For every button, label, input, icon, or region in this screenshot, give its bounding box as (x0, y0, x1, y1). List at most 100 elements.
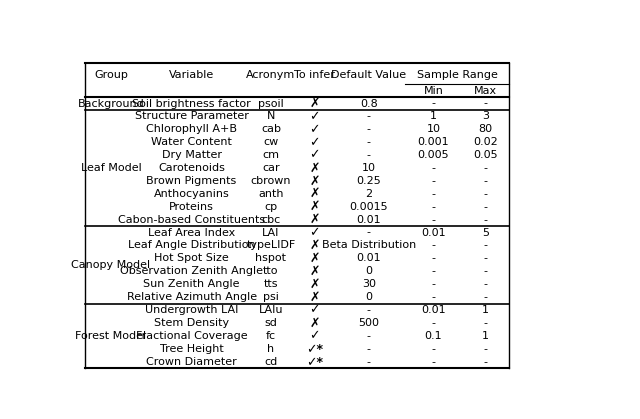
Text: -: - (367, 150, 371, 160)
Text: -: - (431, 176, 435, 186)
Text: 80: 80 (479, 124, 493, 134)
Text: Max: Max (474, 86, 497, 96)
Text: 0.05: 0.05 (473, 150, 498, 160)
Text: -: - (367, 124, 371, 134)
Text: -: - (431, 241, 435, 251)
Text: 0.01: 0.01 (421, 305, 445, 315)
Text: -: - (367, 228, 371, 238)
Text: cm: cm (262, 150, 280, 160)
Text: -: - (483, 357, 488, 367)
Text: ✗: ✗ (309, 239, 319, 252)
Text: 0.005: 0.005 (417, 150, 449, 160)
Text: Sun Zenith Angle: Sun Zenith Angle (143, 279, 240, 289)
Text: Structure Parameter: Structure Parameter (134, 111, 248, 122)
Text: Anthocyanins: Anthocyanins (154, 189, 230, 199)
Text: Dry Matter: Dry Matter (162, 150, 221, 160)
Text: Leaf Area Index: Leaf Area Index (148, 228, 236, 238)
Text: -: - (431, 292, 435, 302)
Text: cbc: cbc (261, 215, 280, 225)
Text: -: - (483, 266, 488, 276)
Text: psi: psi (263, 292, 279, 302)
Text: -: - (483, 176, 488, 186)
Text: cd: cd (264, 357, 278, 367)
Text: -: - (483, 202, 488, 212)
Text: 3: 3 (482, 111, 489, 122)
Text: 0.8: 0.8 (360, 98, 378, 109)
Text: -: - (483, 215, 488, 225)
Text: tto: tto (263, 266, 278, 276)
Text: Group: Group (94, 70, 128, 80)
Text: ✗: ✗ (309, 200, 319, 213)
Text: -: - (483, 98, 488, 109)
Text: ✗: ✗ (309, 291, 319, 304)
Text: Sample Range: Sample Range (417, 70, 497, 80)
Text: -: - (431, 189, 435, 199)
Text: Relative Azimuth Angle: Relative Azimuth Angle (127, 292, 257, 302)
Text: 1: 1 (482, 305, 489, 315)
Text: Crown Diameter: Crown Diameter (146, 357, 237, 367)
Text: -: - (431, 357, 435, 367)
Text: LAIu: LAIu (259, 305, 284, 315)
Text: ✓: ✓ (309, 303, 319, 316)
Text: 30: 30 (362, 279, 376, 289)
Text: -: - (367, 111, 371, 122)
Text: psoil: psoil (258, 98, 284, 109)
Text: ✗: ✗ (309, 187, 319, 200)
Text: -: - (431, 215, 435, 225)
Text: Tree Height: Tree Height (160, 344, 223, 354)
Text: 0.01: 0.01 (356, 215, 381, 225)
Text: tts: tts (264, 279, 278, 289)
Text: Stem Density: Stem Density (154, 318, 229, 328)
Text: Background: Background (77, 98, 145, 109)
Text: -: - (431, 318, 435, 328)
Text: Default Value: Default Value (332, 70, 406, 80)
Text: Observation Zenith Angle: Observation Zenith Angle (120, 266, 263, 276)
Text: -: - (483, 279, 488, 289)
Text: 0.01: 0.01 (356, 253, 381, 264)
Text: -: - (367, 305, 371, 315)
Text: -: - (367, 331, 371, 341)
Text: Water Content: Water Content (151, 137, 232, 147)
Text: -: - (483, 253, 488, 264)
Text: hspot: hspot (255, 253, 287, 264)
Text: 2: 2 (365, 189, 372, 199)
Text: typeLIDF: typeLIDF (246, 241, 296, 251)
Text: ✗: ✗ (309, 265, 319, 278)
Text: 0.001: 0.001 (417, 137, 449, 147)
Text: ✗: ✗ (309, 174, 319, 187)
Text: Forest Model: Forest Model (76, 331, 147, 341)
Text: Chlorophyll A+B: Chlorophyll A+B (146, 124, 237, 134)
Text: fc: fc (266, 331, 276, 341)
Text: Undergrowth LAI: Undergrowth LAI (145, 305, 238, 315)
Text: -: - (483, 189, 488, 199)
Text: Proteins: Proteins (169, 202, 214, 212)
Text: -: - (431, 344, 435, 354)
Text: Cabon-based Constituents: Cabon-based Constituents (118, 215, 265, 225)
Text: 0: 0 (365, 266, 372, 276)
Text: Soil brightness factor: Soil brightness factor (132, 98, 251, 109)
Text: ✗: ✗ (309, 316, 319, 329)
Text: N: N (267, 111, 275, 122)
Text: Acronym: Acronym (246, 70, 296, 80)
Text: 5: 5 (482, 228, 489, 238)
Text: -: - (483, 163, 488, 173)
Text: ✓: ✓ (309, 226, 319, 239)
Text: Canopy Model: Canopy Model (72, 260, 150, 270)
Text: ✓: ✓ (309, 329, 319, 342)
Text: ✓: ✓ (309, 149, 319, 162)
Text: 1: 1 (482, 331, 489, 341)
Text: -: - (483, 241, 488, 251)
Text: ✓: ✓ (309, 136, 319, 149)
Text: -: - (483, 344, 488, 354)
Text: cab: cab (261, 124, 281, 134)
Text: LAI: LAI (262, 228, 280, 238)
Text: anth: anth (258, 189, 284, 199)
Text: -: - (367, 357, 371, 367)
Text: sd: sd (264, 318, 277, 328)
Text: -: - (431, 279, 435, 289)
Text: 500: 500 (358, 318, 380, 328)
Text: 0.25: 0.25 (356, 176, 381, 186)
Text: Fractional Coverage: Fractional Coverage (136, 331, 248, 341)
Text: 0.01: 0.01 (421, 228, 445, 238)
Text: -: - (431, 202, 435, 212)
